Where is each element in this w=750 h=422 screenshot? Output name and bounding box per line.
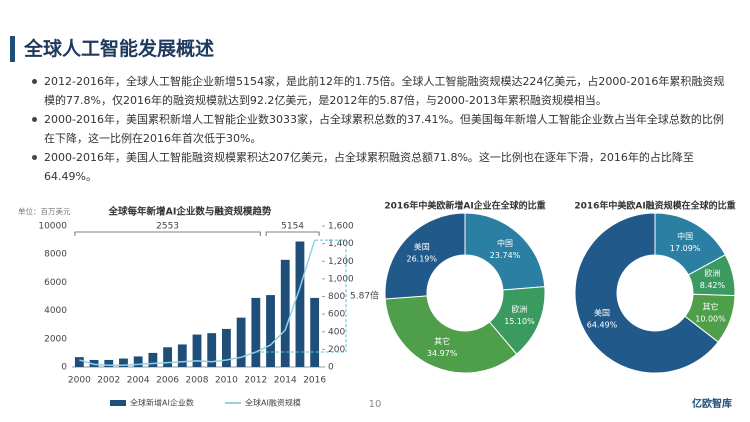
donut-segment: [384, 212, 466, 300]
value-label: 64.49%: [587, 320, 618, 329]
legend-label: 全球AI融资规模: [245, 398, 301, 408]
bar: [280, 259, 290, 367]
value-label: 26.19%: [406, 254, 437, 263]
x-tick-label: 2012: [244, 376, 267, 386]
bar: [148, 352, 158, 367]
slide-title: 全球人工智能发展概述: [24, 38, 215, 60]
y2-tick-label: 0: [328, 363, 334, 373]
y2-tick-label: 600: [328, 310, 345, 320]
bullet: 2012-2016年，全球人工智能企业新增5154家，是此前12年的1.75倍。…: [30, 72, 730, 110]
y-tick-label: 10000: [38, 222, 67, 232]
annotation: 5.87倍: [350, 290, 379, 302]
bar: [310, 297, 320, 367]
bar: [74, 357, 84, 367]
x-tick-label: 2008: [186, 376, 209, 386]
x-tick-label: 2010: [215, 376, 238, 386]
y2-tick-label: 1,400: [328, 239, 354, 249]
y2-tick-label: 1,600: [328, 222, 354, 232]
segment-label: 美国: [414, 241, 430, 251]
segment-label: 其它: [702, 302, 718, 312]
bar: [192, 334, 202, 367]
segment-label: 中国: [497, 238, 513, 248]
value-label: 15.10%: [504, 317, 535, 326]
value-label: 34.97%: [427, 349, 458, 358]
x-tick-label: 2016: [303, 376, 326, 386]
title-accent: [10, 36, 15, 62]
y-tick-label: 8000: [44, 250, 67, 260]
value-label: 23.74%: [490, 251, 521, 260]
bracket: [74, 231, 261, 236]
line: [79, 239, 316, 366]
chart-title: 2016年中美欧新增AI企业在全球的比重: [384, 200, 545, 212]
bracket: [265, 231, 320, 236]
bar: [119, 358, 128, 367]
legend-swatch: [110, 400, 126, 406]
segment-label: 中国: [677, 231, 693, 241]
bar: [222, 328, 231, 367]
bar: [251, 297, 261, 367]
x-tick-label: 2014: [274, 376, 297, 386]
chart-title: 2016年中美欧AI融资规模在全球的比重: [574, 200, 735, 212]
chart-title: 全球每年新增AI企业数与融资规模趋势: [108, 206, 272, 218]
y2-tick-label: 800: [328, 292, 345, 302]
bar: [236, 317, 246, 367]
x-tick-label: 2004: [127, 376, 150, 386]
y2-tick-label: 200: [328, 345, 345, 355]
x-tick-label: 2006: [156, 376, 179, 386]
segment-label: 美国: [594, 307, 610, 317]
page-number: 10: [369, 399, 382, 410]
bullet: 2000-2016年，美国累积新增人工智能企业数3033家，占全球累积总数的37…: [30, 110, 730, 148]
y-tick-label: 4000: [44, 306, 67, 316]
segment-label: 欧洲: [511, 304, 527, 314]
y2-tick-label: 1,000: [328, 274, 354, 284]
value-label: 8.42%: [700, 281, 726, 290]
value-label: 17.09%: [670, 244, 701, 253]
segment-label: 其它: [434, 336, 450, 346]
bar: [163, 347, 172, 367]
bullet-list: 2012-2016年，全球人工智能企业新增5154家，是此前12年的1.75倍。…: [30, 72, 730, 186]
bar: [133, 356, 143, 367]
legend-label: 全球新增AI企业数: [130, 398, 194, 408]
logo: 亿欧智库: [692, 397, 732, 410]
bar: [295, 241, 305, 367]
bracket: [255, 239, 347, 353]
x-tick-label: 2000: [68, 376, 91, 386]
donut-segment: [464, 212, 546, 291]
y2-tick-label: 1,200: [328, 257, 354, 267]
unit-label: 单位：百万美元: [18, 206, 71, 216]
bar: [89, 359, 99, 367]
x-tick-label: 2002: [97, 376, 120, 386]
bar: [207, 333, 217, 367]
y2-tick-label: 400: [328, 327, 345, 337]
bullet: 2000-2016年，美国人工智能融资规模累积达207亿美元，占全球累积融资总额…: [30, 148, 730, 186]
y-tick-label: 2000: [44, 334, 67, 344]
segment-label: 欧洲: [704, 268, 720, 278]
bar: [266, 295, 275, 367]
bar: [104, 359, 114, 367]
annotation: 2553: [156, 222, 179, 232]
y-tick-label: 6000: [44, 278, 67, 288]
y-tick-label: 0: [61, 363, 67, 373]
bar: [177, 344, 187, 367]
value-label: 10.00%: [695, 315, 726, 324]
annotation: 5154: [281, 222, 304, 232]
donut-segment: [574, 212, 719, 374]
donut-segment: [384, 295, 518, 374]
